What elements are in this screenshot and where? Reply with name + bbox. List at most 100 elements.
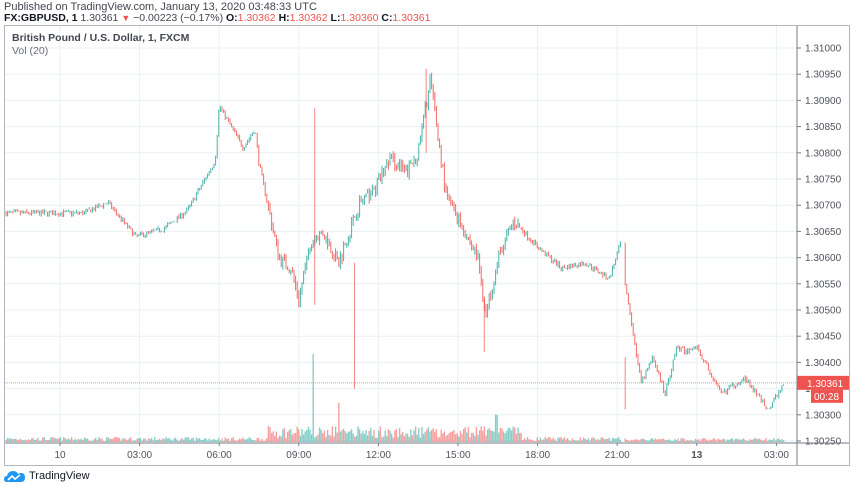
volume-bar xyxy=(603,439,606,442)
volume-bar xyxy=(774,440,777,442)
volume-bar xyxy=(733,440,735,442)
volume-bar xyxy=(99,438,102,442)
volume-bar xyxy=(734,438,737,442)
volume-bar xyxy=(75,440,78,442)
volume-bar xyxy=(189,439,191,442)
volume-bar xyxy=(579,437,582,442)
volume-bar xyxy=(242,437,244,442)
volume-bar xyxy=(158,438,161,442)
volume-bar xyxy=(162,438,164,442)
price-axis-label: 1.30300 xyxy=(805,410,842,421)
volume-bar xyxy=(155,439,158,442)
volume-bar xyxy=(165,437,167,442)
volume-bar xyxy=(648,440,650,442)
volume-bar xyxy=(365,429,367,442)
volume-bar xyxy=(219,440,222,442)
volume-bar xyxy=(363,433,366,442)
volume-bar xyxy=(659,439,662,442)
volume-bar xyxy=(307,426,310,442)
volume-bar xyxy=(411,435,414,442)
footer-brand: TradingView xyxy=(29,470,90,482)
volume-bar xyxy=(78,439,81,442)
volume-bar xyxy=(739,439,742,442)
volume-bar xyxy=(427,427,430,442)
volume-bar xyxy=(709,439,711,442)
price-axis-label: 1.30700 xyxy=(805,201,842,212)
volume-bar xyxy=(50,437,52,442)
volume-bar xyxy=(515,433,518,442)
volume-bar xyxy=(448,433,450,442)
volume-bar xyxy=(610,440,612,442)
volume-bar xyxy=(278,435,281,442)
volume-bar xyxy=(208,438,210,442)
volume-bar xyxy=(317,434,319,442)
volume-bar xyxy=(539,437,542,442)
volume-bar xyxy=(502,431,505,442)
volume-bar xyxy=(725,440,727,442)
volume-bar xyxy=(450,431,452,442)
volume-bar xyxy=(459,431,462,442)
volume-bar xyxy=(685,440,687,442)
volume-bar xyxy=(472,432,474,442)
volume-bar xyxy=(222,440,225,442)
volume-bar xyxy=(690,439,692,442)
volume-bar xyxy=(477,434,479,442)
volume-bar xyxy=(379,426,382,442)
volume-bar xyxy=(22,440,25,442)
volume-bar xyxy=(62,437,65,442)
volume-bar xyxy=(395,429,398,442)
volume-bar xyxy=(678,440,681,442)
volume-bar xyxy=(714,438,716,442)
volume-bar xyxy=(258,437,260,442)
volume-bar xyxy=(298,429,300,442)
volume-bar xyxy=(198,437,201,442)
volume-bar xyxy=(403,435,406,442)
volume-bar xyxy=(602,437,604,442)
volume-bar xyxy=(142,438,145,442)
volume-bar xyxy=(315,436,318,442)
volume-bar xyxy=(781,438,783,442)
volume-bar xyxy=(30,438,33,442)
volume-bar xyxy=(662,438,665,442)
volume-bar xyxy=(131,440,134,442)
volume-bar xyxy=(584,438,586,442)
volume-bar xyxy=(726,439,729,442)
volume-bar xyxy=(355,435,358,442)
volume-bar xyxy=(250,438,252,442)
volume-bar xyxy=(594,438,596,442)
volume-bar xyxy=(331,426,334,442)
volume-bar xyxy=(704,438,706,442)
volume-bar xyxy=(469,437,471,442)
volume-bar xyxy=(445,435,447,442)
volume-bar xyxy=(386,435,388,442)
volume-bar xyxy=(456,433,458,442)
volume-bar xyxy=(357,426,359,442)
volume-bar xyxy=(366,435,369,442)
volume-bar xyxy=(765,438,767,442)
volume-bar xyxy=(211,439,214,442)
volume-bar xyxy=(414,426,417,442)
volume-bar xyxy=(752,439,754,442)
volume-bar xyxy=(238,438,241,442)
volume-bar xyxy=(115,437,118,442)
volume-bar xyxy=(413,430,415,442)
volume-bar xyxy=(600,437,602,442)
volume-bar xyxy=(434,431,436,442)
symbol-name: FX:GBPUSD, 1 xyxy=(4,12,78,24)
volume-bar xyxy=(267,426,270,442)
volume-bar xyxy=(451,431,454,442)
time-axis-label: 21:00 xyxy=(605,450,630,461)
volume-bar xyxy=(35,439,38,442)
volume-bar xyxy=(504,433,506,442)
volume-bar xyxy=(438,436,441,442)
volume-bar xyxy=(322,433,324,442)
volume-bar xyxy=(507,427,510,442)
volume-bar xyxy=(422,433,425,442)
volume-bar xyxy=(410,429,412,442)
volume-bar xyxy=(24,439,26,442)
tradingview-logo[interactable]: TradingView xyxy=(4,468,90,484)
volume-bar xyxy=(418,427,420,442)
volume-bar xyxy=(618,437,620,442)
volume-bar xyxy=(133,440,135,442)
